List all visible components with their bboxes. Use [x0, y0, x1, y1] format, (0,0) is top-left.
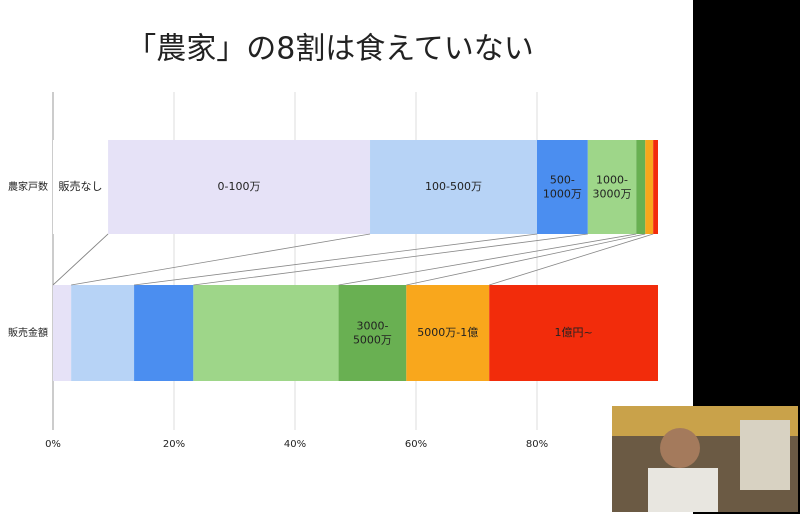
- bar-segment: [537, 140, 588, 234]
- chart-title: 「農家」の8割は食えていない: [126, 32, 534, 67]
- segment-label: 100-500万: [425, 180, 482, 193]
- bar-segment: [489, 285, 658, 381]
- bar-segment: [53, 140, 109, 234]
- video-board: [740, 420, 790, 490]
- bar-segment: [71, 285, 135, 381]
- bar-segment: [370, 140, 537, 234]
- y-tick-label: 農家戸数: [8, 180, 48, 193]
- segment-label: 500-1000万: [543, 173, 582, 200]
- connector-line: [489, 233, 654, 286]
- connector-line: [71, 233, 371, 286]
- x-tick-label: 20%: [163, 439, 185, 450]
- slide: [0, 0, 693, 514]
- segment-label: 0-100万: [218, 180, 261, 193]
- connector-line: [193, 233, 588, 286]
- x-tick-label: 0%: [45, 439, 61, 450]
- bar-segment: [636, 140, 646, 234]
- x-tick-label: 40%: [284, 439, 306, 450]
- connector-line: [338, 233, 637, 286]
- connector-line: [406, 233, 646, 286]
- segment-label: 1000-3000万: [593, 173, 632, 200]
- segment-label: 販売なし: [59, 180, 103, 193]
- speaker-video: [612, 406, 798, 512]
- segment-label: 3000-5000万: [353, 319, 392, 346]
- bar-segment: [53, 285, 72, 381]
- segment-label: 1億円~: [554, 326, 592, 339]
- bar-segment: [338, 285, 407, 381]
- bar-segment: [134, 285, 194, 381]
- bar-segment: [587, 140, 637, 234]
- x-tick-label: 60%: [405, 439, 427, 450]
- bar-segment: [653, 140, 658, 234]
- bar-segment: [193, 285, 339, 381]
- x-tick-label: 80%: [526, 439, 548, 450]
- bar-segment: [108, 140, 371, 234]
- speaker-body: [648, 468, 718, 512]
- segment-label: 5000万-1億: [417, 326, 478, 339]
- bar-segment: [645, 140, 654, 234]
- y-tick-label: 販売金額: [8, 326, 48, 339]
- connector-line: [52, 233, 109, 286]
- bar-segment: [406, 285, 490, 381]
- speaker-head: [660, 428, 700, 468]
- connector-line: [134, 233, 538, 286]
